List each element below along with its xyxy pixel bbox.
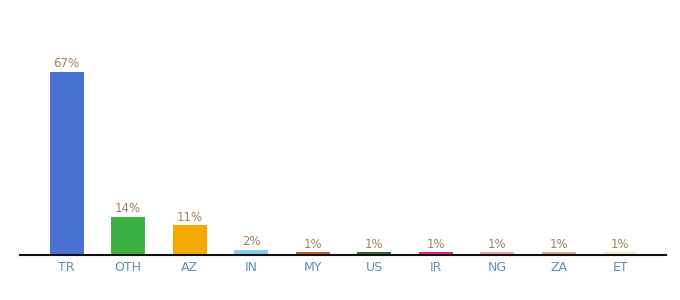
Text: 11%: 11% <box>177 211 203 224</box>
Text: 14%: 14% <box>115 202 141 215</box>
Bar <box>112 217 145 255</box>
Bar <box>603 252 637 255</box>
Text: 1%: 1% <box>611 238 630 251</box>
Bar <box>50 72 84 255</box>
Bar <box>542 252 575 255</box>
Text: 1%: 1% <box>488 238 507 251</box>
Text: 1%: 1% <box>303 238 322 251</box>
Bar <box>357 252 391 255</box>
Text: 2%: 2% <box>242 235 260 248</box>
Text: 1%: 1% <box>549 238 568 251</box>
Bar <box>296 252 330 255</box>
Text: 67%: 67% <box>54 57 80 70</box>
Bar <box>173 225 207 255</box>
Text: 1%: 1% <box>426 238 445 251</box>
Bar <box>480 252 514 255</box>
Bar <box>234 250 268 255</box>
Bar <box>419 252 453 255</box>
Text: 1%: 1% <box>365 238 384 251</box>
